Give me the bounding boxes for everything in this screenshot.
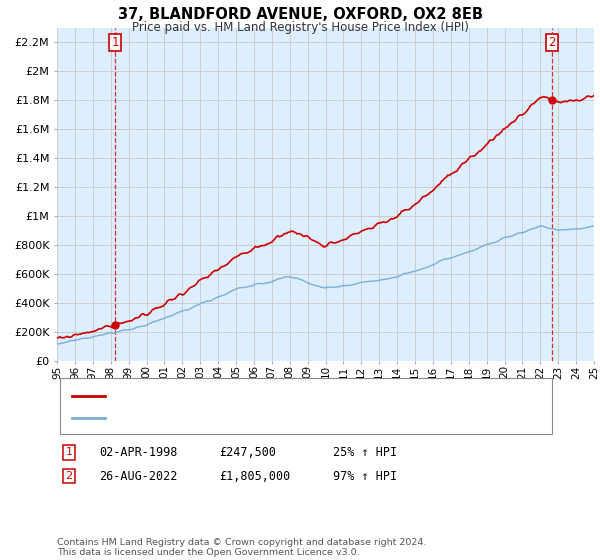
Text: 1: 1 xyxy=(112,36,119,49)
Text: 97% ↑ HPI: 97% ↑ HPI xyxy=(333,469,397,483)
Text: 02-APR-1998: 02-APR-1998 xyxy=(99,446,178,459)
Text: £247,500: £247,500 xyxy=(219,446,276,459)
Text: 37, BLANDFORD AVENUE, OXFORD, OX2 8EB: 37, BLANDFORD AVENUE, OXFORD, OX2 8EB xyxy=(118,7,482,22)
Text: 25% ↑ HPI: 25% ↑ HPI xyxy=(333,446,397,459)
Text: Price paid vs. HM Land Registry's House Price Index (HPI): Price paid vs. HM Land Registry's House … xyxy=(131,21,469,34)
Text: 1: 1 xyxy=(65,447,73,458)
Text: 2: 2 xyxy=(548,36,556,49)
Text: HPI: Average price, detached house, Oxford: HPI: Average price, detached house, Oxfo… xyxy=(110,413,349,423)
Text: 37, BLANDFORD AVENUE, OXFORD, OX2 8EB (detached house): 37, BLANDFORD AVENUE, OXFORD, OX2 8EB (d… xyxy=(110,391,454,401)
Text: 2: 2 xyxy=(65,471,73,481)
Text: Contains HM Land Registry data © Crown copyright and database right 2024.
This d: Contains HM Land Registry data © Crown c… xyxy=(57,538,427,557)
Text: £1,805,000: £1,805,000 xyxy=(219,469,290,483)
Text: 26-AUG-2022: 26-AUG-2022 xyxy=(99,469,178,483)
